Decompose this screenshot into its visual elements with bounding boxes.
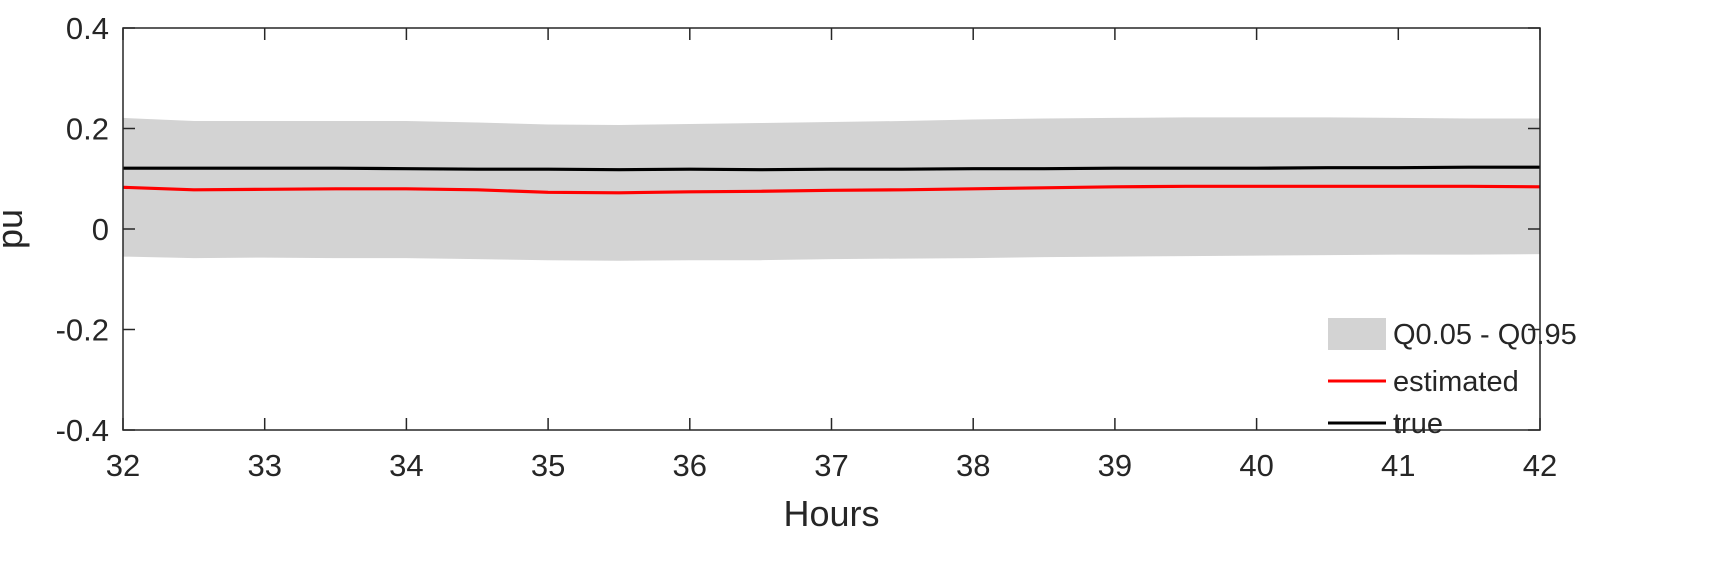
legend-estimated-label: estimated (1393, 366, 1519, 398)
legend-band-label: Q0.05 - Q0.95 (1393, 319, 1577, 351)
x-tick-label: 39 (1098, 448, 1132, 483)
y-tick-label: 0.2 (66, 112, 109, 147)
series-line-true (123, 165, 1540, 172)
x-tick-label: 37 (814, 448, 848, 483)
x-tick-label: 38 (956, 448, 990, 483)
x-tick-label: 33 (247, 448, 281, 483)
legend-true-label: true (1393, 408, 1443, 440)
y-tick-label: 0.4 (66, 11, 109, 46)
y-tick-label: -0.2 (56, 313, 109, 348)
x-axis-ticks: 32 33 34 35 36 37 38 39 40 41 42 (106, 28, 1557, 483)
series-layer (122, 165, 1541, 195)
y-axis-label: pu (0, 209, 30, 249)
x-tick-label: 40 (1239, 448, 1273, 483)
y-axis-ticks: -0.4 -0.2 0 0.2 0.4 (56, 11, 1540, 448)
x-tick-label: 34 (389, 448, 423, 483)
y-tick-label: 0 (92, 212, 109, 247)
y-tick-label: -0.4 (56, 413, 109, 448)
x-axis-label: Hours (783, 493, 879, 534)
x-tick-label: 42 (1523, 448, 1557, 483)
x-tick-label: 36 (673, 448, 707, 483)
x-tick-label: 35 (531, 448, 565, 483)
legend-band-swatch (1328, 318, 1386, 350)
x-tick-label: 32 (106, 448, 140, 483)
series-line-estimated (122, 184, 1541, 195)
x-tick-label: 41 (1381, 448, 1415, 483)
legend: Q0.05 - Q0.95 estimated true (1328, 318, 1577, 440)
